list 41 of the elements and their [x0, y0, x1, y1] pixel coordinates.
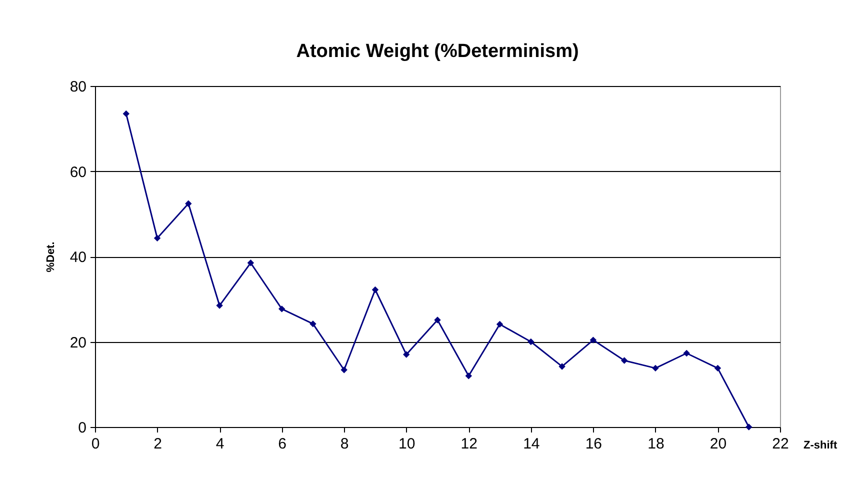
point — [278, 306, 286, 312]
point — [590, 336, 597, 344]
x-tick-label: 4 — [216, 436, 224, 452]
x-tick-label: 14 — [523, 436, 540, 452]
y-tick-label: 40 — [70, 249, 86, 266]
y-axis-title: %Det. — [44, 242, 57, 272]
point — [185, 200, 192, 207]
x-tick-label: 20 — [710, 436, 727, 452]
point — [714, 364, 722, 372]
point — [310, 320, 316, 328]
chart-title: Atomic Weight (%Determinism) — [296, 41, 579, 62]
point — [340, 366, 348, 374]
y-tick-label: 60 — [70, 164, 86, 181]
point — [247, 260, 254, 266]
point — [683, 350, 690, 357]
x-tick-label: 6 — [278, 436, 286, 452]
x-tick-label: 22 — [772, 436, 789, 452]
point — [652, 364, 659, 372]
y-tick-label: 20 — [70, 334, 86, 352]
point — [434, 316, 441, 324]
x-tick-label: 10 — [398, 436, 416, 452]
x-axis-title: Z-shift — [804, 440, 838, 452]
x-tick-label: 16 — [585, 436, 602, 452]
point — [746, 424, 752, 430]
x-tick-label: 0 — [91, 436, 100, 452]
point — [154, 234, 161, 242]
point — [620, 357, 628, 364]
point — [372, 286, 379, 294]
y-tick-label: 0 — [78, 420, 86, 436]
point — [122, 110, 130, 118]
x-tick-label: 18 — [648, 436, 664, 452]
point — [528, 338, 534, 346]
x-tick-label: 12 — [460, 436, 478, 452]
point — [496, 320, 504, 328]
x-tick-label: 8 — [340, 436, 349, 452]
point — [465, 372, 472, 380]
x-tick-label: 2 — [154, 436, 162, 452]
point — [403, 351, 410, 358]
point — [216, 302, 223, 309]
point — [558, 363, 566, 370]
y-tick-label: 80 — [70, 78, 86, 96]
